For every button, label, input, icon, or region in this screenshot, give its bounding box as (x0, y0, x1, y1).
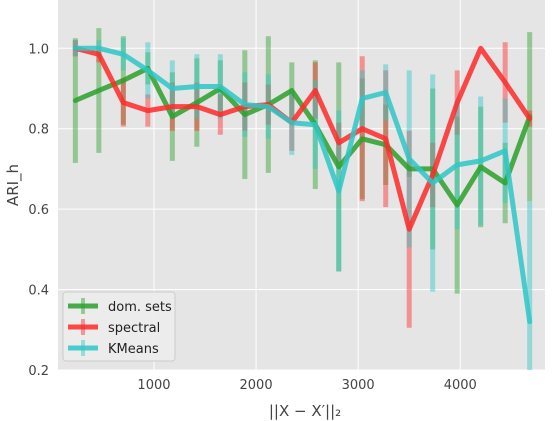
y-tick-label: 0.6 (28, 203, 49, 218)
legend-label: dom. sets (108, 300, 172, 315)
x-tick-label: 3000 (342, 378, 375, 393)
legend: dom. sets spectral KMeans (62, 291, 176, 362)
y-tick-label: 0.8 (28, 123, 49, 138)
y-tick-label: 1.0 (28, 42, 49, 57)
x-tick-label: 2000 (240, 378, 273, 393)
series-lines (72, 45, 533, 325)
x-tick-label: 4000 (444, 378, 477, 393)
y-tick-label: 0.2 (28, 364, 49, 379)
x-tick-label: 1000 (137, 378, 170, 393)
grid (58, 0, 545, 371)
y-tick-label: 0.4 (28, 284, 49, 299)
legend-label: spectral (108, 321, 160, 336)
legend-label: KMeans (108, 342, 159, 357)
legend-box (62, 291, 176, 362)
x-axis-ticks: 1000 2000 3000 4000 (137, 378, 476, 393)
y-axis-label: ARI_h (4, 164, 23, 206)
y-axis-ticks: 0.2 0.4 0.6 0.8 1.0 (28, 42, 49, 379)
x-axis-label: ||X − X′||₂ (269, 402, 341, 420)
series-line (72, 45, 533, 232)
series-line (72, 45, 533, 325)
